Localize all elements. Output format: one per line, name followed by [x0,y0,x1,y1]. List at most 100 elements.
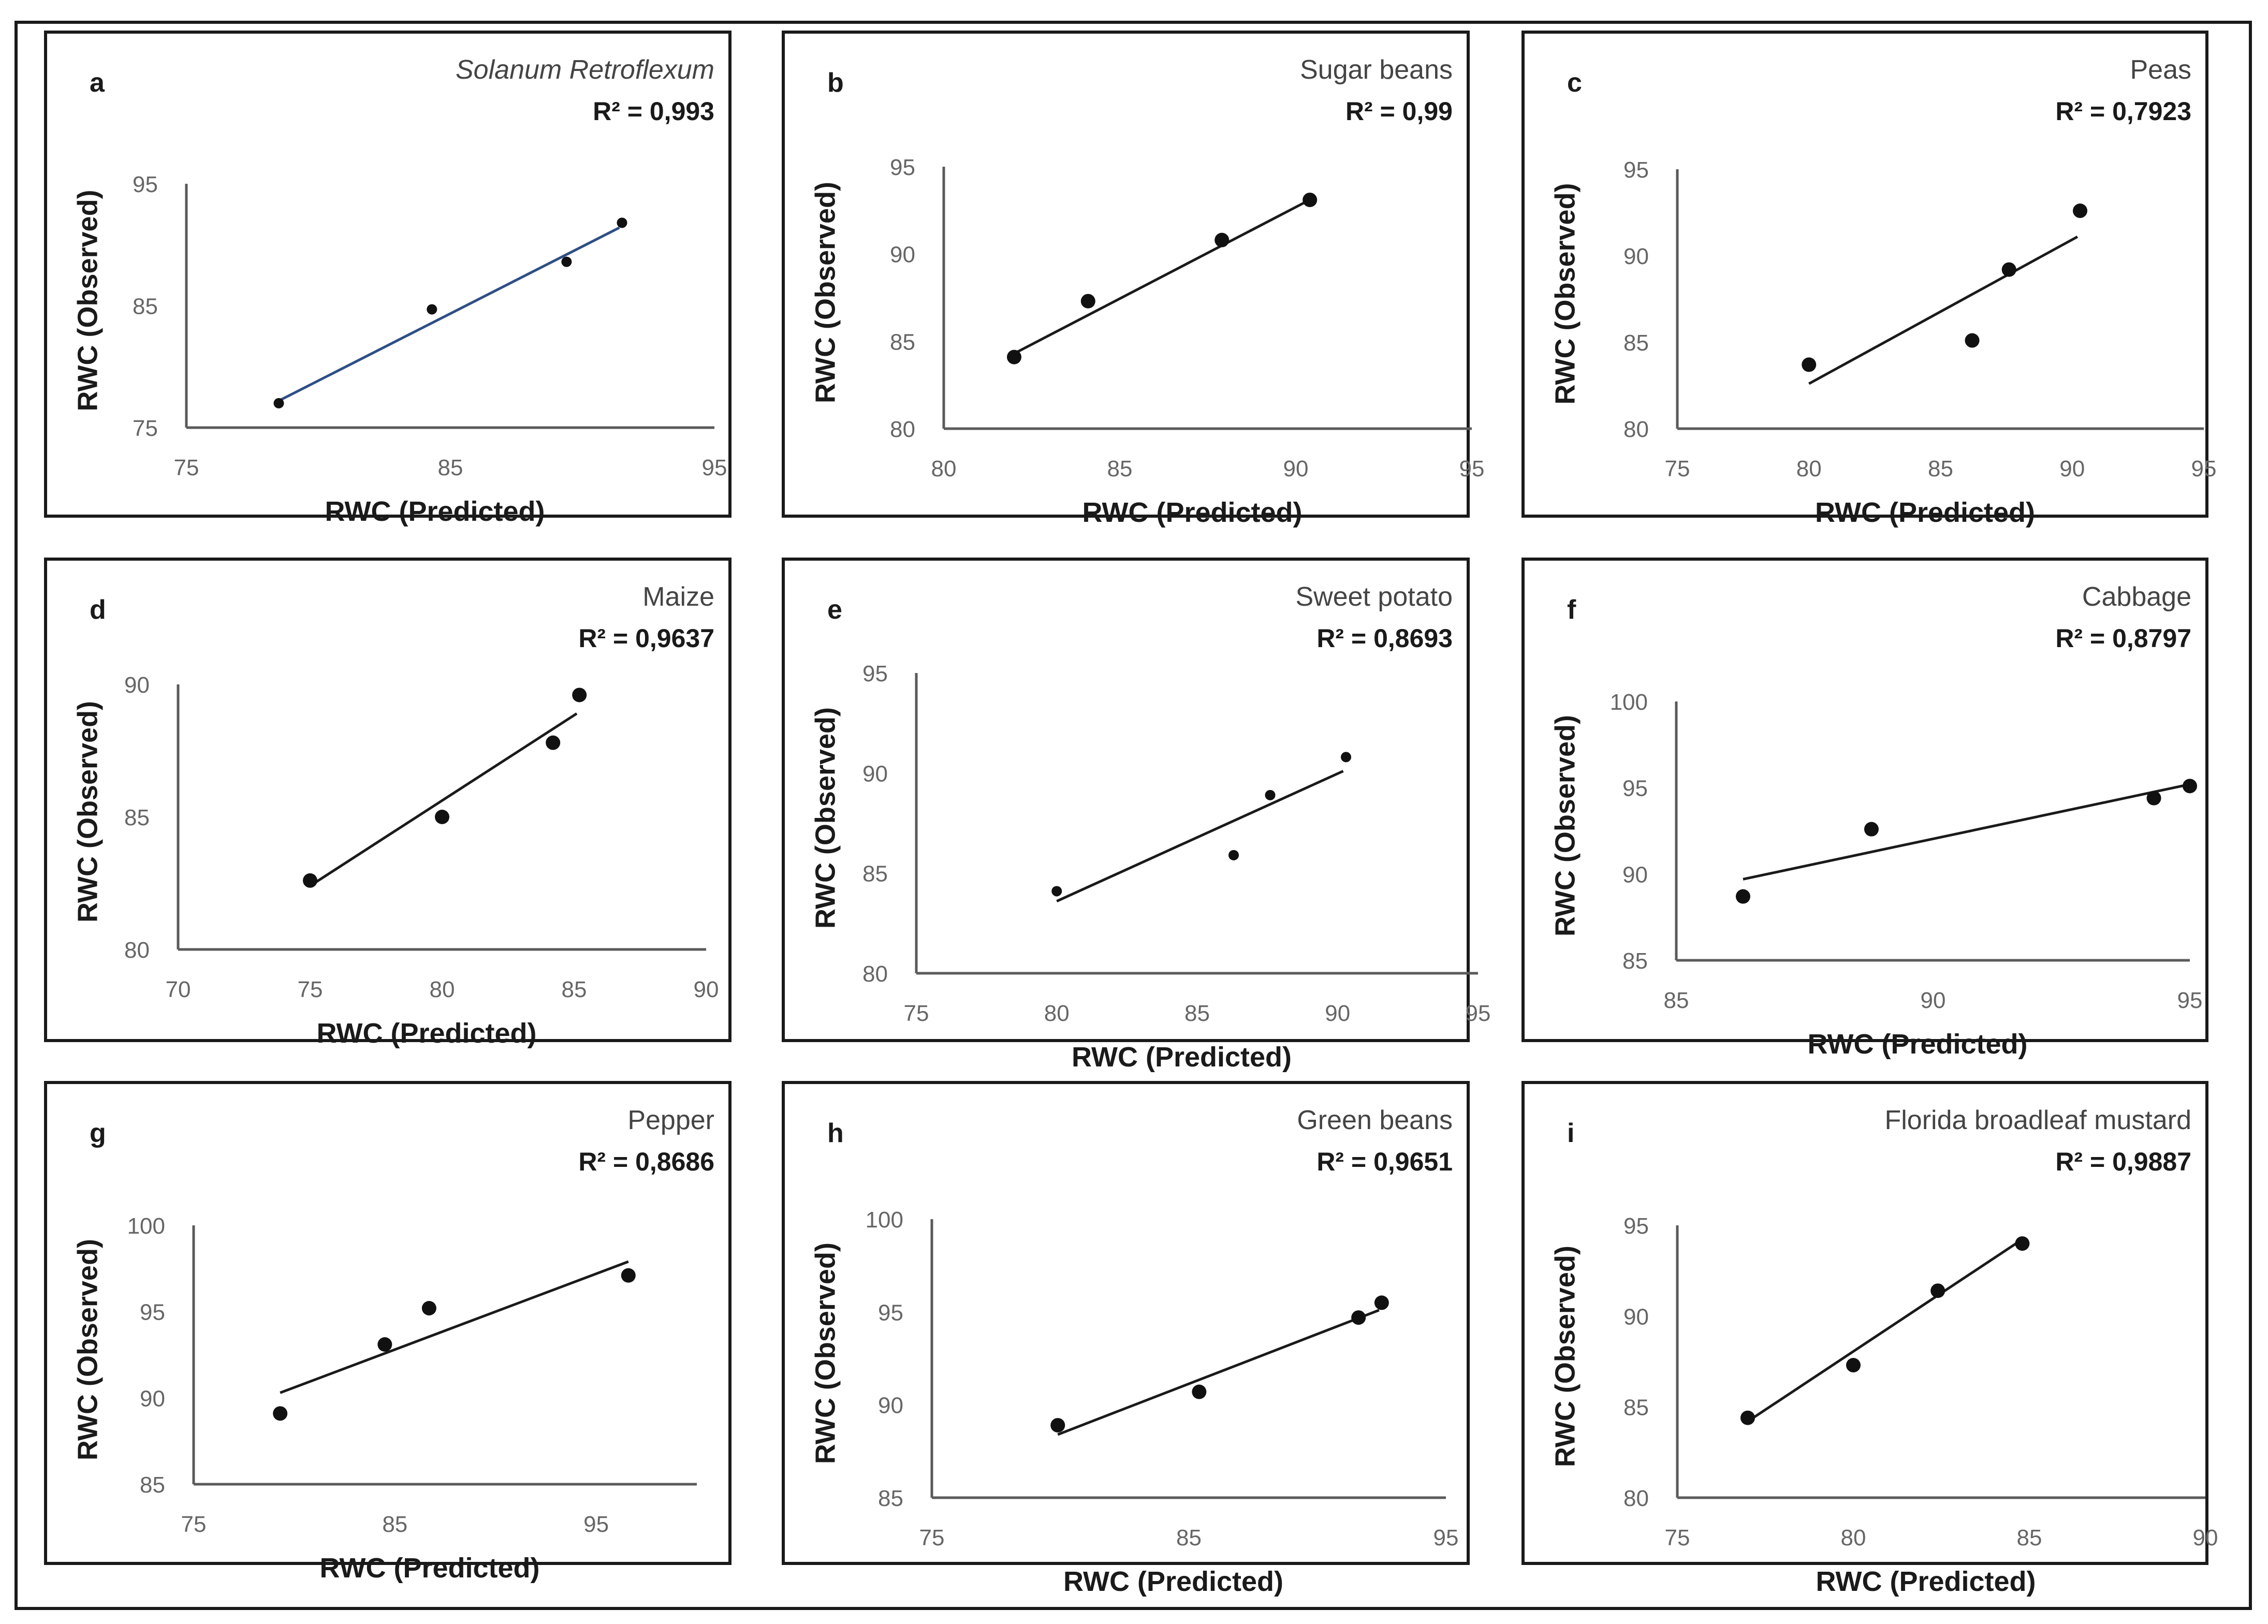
panel-letter: a [90,68,105,98]
panel-a: a Solanum Retroflexum R² = 0,993 75 85 95 75 85… [44,31,731,527]
chart-title: Green beans [1297,1105,1453,1135]
y-tick-label: 100 [866,1207,903,1233]
panel-e: e Sweet potato R² = 0,8693 80 85 90 95 75 80 85 90… [782,558,1491,1073]
x-axis-title: RWC (Predicted) [1816,1566,2036,1597]
panel-b: b Sugar beans R² = 0,99 80 85 90 95 80 85 90 95 RWC… [782,31,1485,528]
panel-letter: i [1567,1118,1574,1148]
x-tick-label: 85 [438,455,463,480]
data-point [273,1406,288,1421]
y-tick-label: 95 [133,172,158,197]
data-point [546,735,561,750]
x-tick-label: 80 [430,977,455,1002]
y-axis-title: RWC (Observed) [810,182,841,403]
x-tick-label: 95 [2177,988,2203,1013]
data-point [1846,1358,1861,1373]
chart-title: Sweet potato [1295,582,1453,612]
data-point [572,687,587,703]
x-tick-label: 85 [1107,456,1133,481]
data-point [2183,779,2197,794]
y-tick-label: 80 [890,417,915,442]
chart-title: Pepper [627,1105,714,1135]
panel-g: g Pepper R² = 0,8686 85 90 95 100 75 85 95 RWC (Pr… [44,1081,731,1584]
x-axis-title: RWC (Predicted) [316,1018,536,1049]
x-tick-label: 75 [1665,1525,1690,1550]
x-tick-label: 75 [174,455,199,480]
data-point [1080,294,1095,309]
y-tick-label: 95 [1622,776,1648,801]
data-point [1965,333,1980,348]
r-squared-label: R² = 0,9887 [2055,1147,2191,1176]
panel-letter: g [90,1118,106,1148]
y-tick-label: 85 [1623,1395,1649,1421]
x-axis-title: RWC (Predicted) [1072,1042,1292,1073]
data-point [1265,789,1276,800]
chart-title: Cabbage [2082,582,2191,612]
x-tick-label: 95 [1433,1525,1459,1550]
panel-i: i Florida broadleaf mustard R² = 0,9887 80 8… [1521,1081,2218,1597]
y-tick-label: 75 [133,416,158,441]
r-squared-label: R² = 0,7923 [2055,97,2191,126]
x-tick-label: 90 [1325,1001,1350,1026]
x-tick-label: 85 [562,977,587,1002]
y-tick-label: 90 [878,1393,903,1418]
x-axis-title: RWC (Predicted) [325,496,545,527]
x-tick-label: 95 [1466,1001,1491,1026]
data-point [427,304,437,315]
r-squared-label: R² = 0,8686 [578,1147,714,1176]
x-axis-title: RWC (Predicted) [1063,1566,1283,1597]
x-tick-label: 75 [904,1001,929,1026]
panel-c: c Peas R² = 0,7923 80 85 90 95 75 80 85 90 95 RWC (P… [1521,31,2216,528]
x-tick-label: 80 [931,456,957,481]
data-point [2073,203,2088,218]
x-tick-label: 85 [1928,456,1953,481]
y-axis-title: RWC (Observed) [810,1242,841,1464]
trendline [1743,783,2190,881]
data-point [421,1301,436,1315]
y-tick-label: 95 [1623,1213,1649,1239]
figure-frame [14,21,2252,1610]
trendline [1747,1240,2020,1423]
chart-title: Maize [642,582,714,612]
x-tick-label: 85 [2017,1525,2042,1550]
x-tick-label: 90 [694,977,719,1002]
data-point [1215,232,1230,247]
panel-letter: e [827,595,842,625]
y-axis-title: RWC (Observed) [72,701,103,923]
x-tick-label: 95 [1459,456,1485,481]
trendline [1013,200,1307,355]
panel-letter: b [827,68,844,98]
y-tick-label: 90 [1622,862,1648,887]
y-axis-title: RWC (Observed) [1549,715,1581,937]
x-tick-label: 75 [919,1525,945,1550]
y-tick-label: 90 [1623,1304,1649,1329]
x-tick-label: 90 [2193,1525,2218,1550]
y-tick-label: 85 [862,861,888,887]
trendline [309,712,578,887]
data-point [1351,1310,1366,1325]
data-point [435,810,449,824]
panel-letter: h [827,1118,844,1148]
data-point [1802,357,1817,372]
y-axis-title: RWC (Observed) [1549,183,1581,404]
y-tick-label: 85 [124,805,150,830]
chart-title: Florida broadleaf mustard [1884,1105,2191,1135]
y-tick-label: 95 [862,661,888,686]
data-point [1341,752,1352,763]
r-squared-label: R² = 0,993 [593,97,714,126]
x-tick-label: 85 [1664,988,1689,1013]
r-squared-label: R² = 0,9637 [578,624,714,653]
data-point [2146,791,2161,806]
panel-letter: f [1567,595,1576,625]
panel-border [782,558,1470,1042]
panel-border [44,558,731,1042]
data-point [377,1337,392,1352]
x-tick-label: 90 [1283,456,1309,481]
x-tick-label: 75 [181,1512,207,1537]
data-point [1864,822,1879,837]
x-tick-label: 70 [166,977,191,1002]
x-axis-title: RWC (Predicted) [1807,1029,2027,1060]
x-axis-title: RWC (Predicted) [319,1553,539,1584]
y-tick-label: 95 [140,1300,165,1325]
chart-title: Sugar beans [1300,55,1453,85]
data-point [2001,262,2016,277]
